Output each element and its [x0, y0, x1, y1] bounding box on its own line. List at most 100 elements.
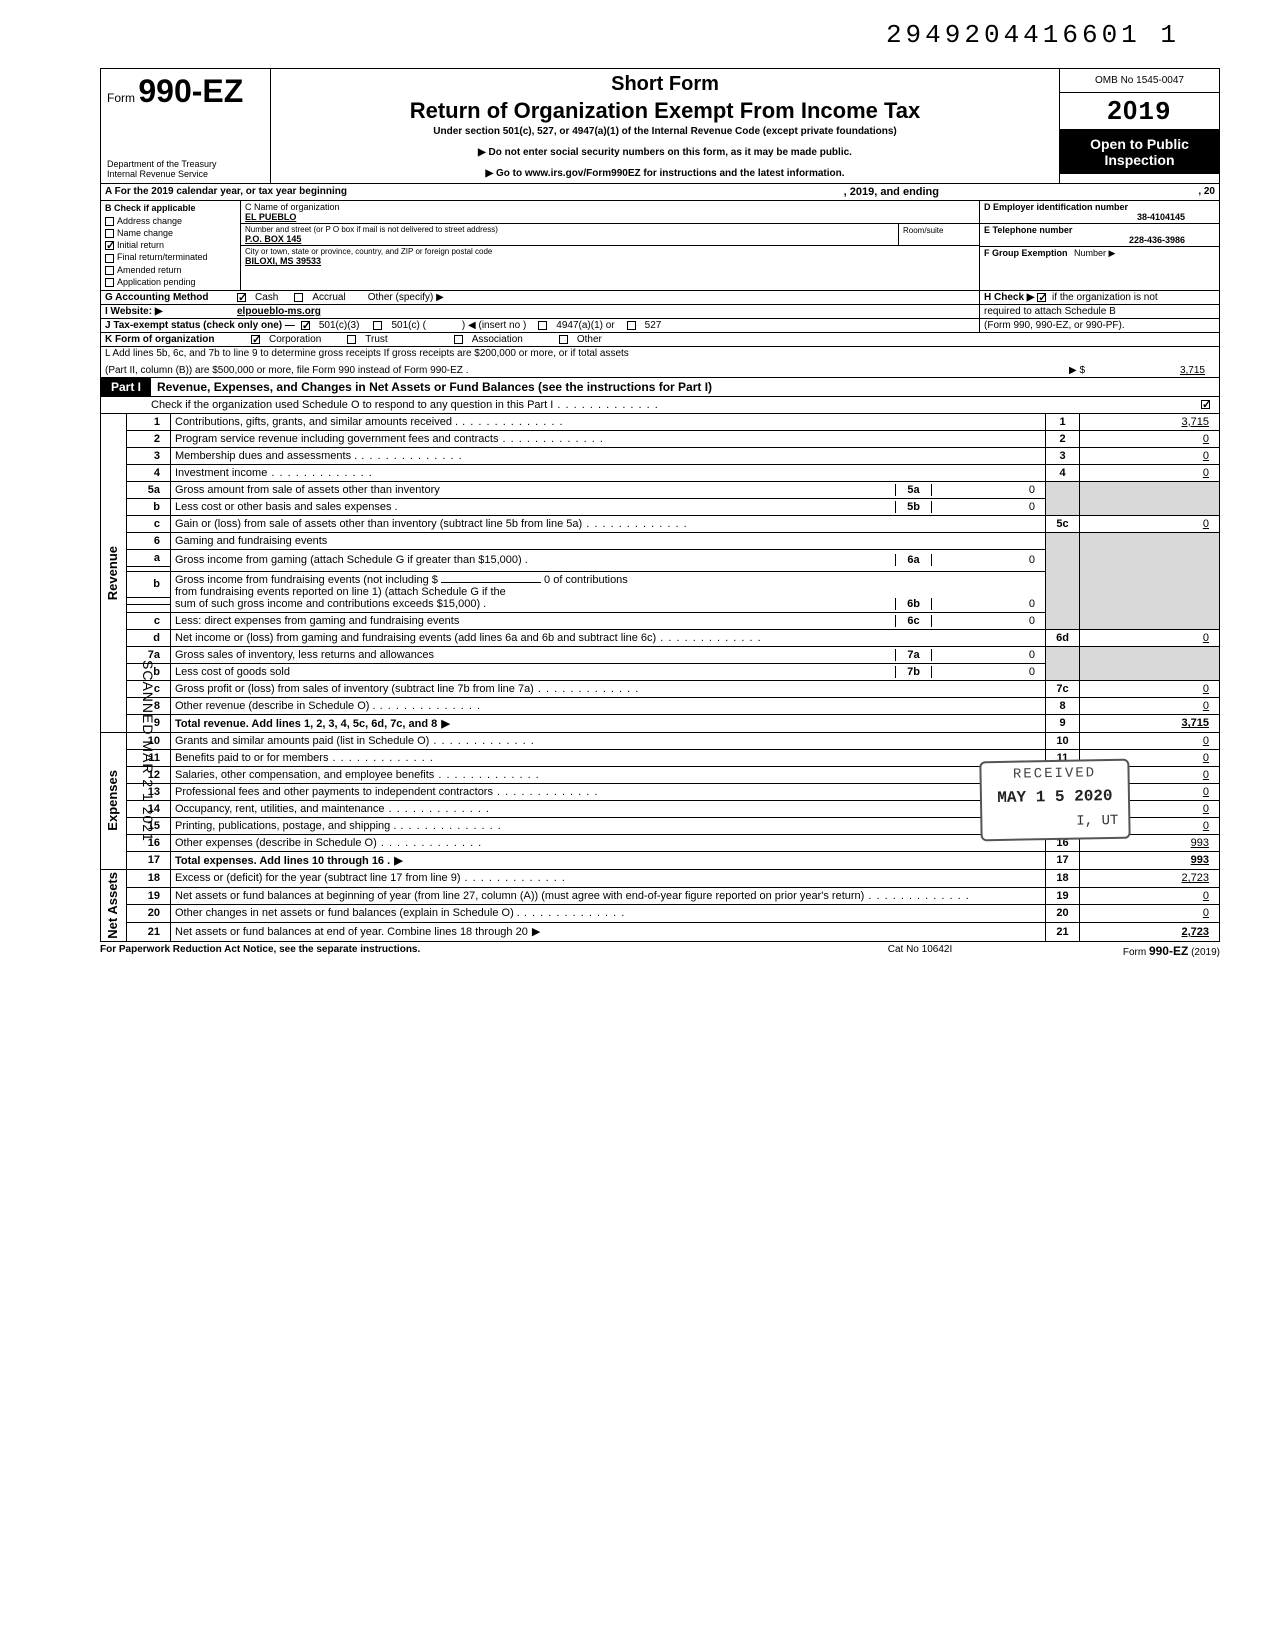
d-label: D Employer identification number — [984, 202, 1215, 212]
instruction-website: ▶ Go to www.irs.gov/Form990EZ for instru… — [281, 168, 1049, 179]
line-5b-text: Less cost or other basis and sales expen… — [175, 501, 895, 513]
telephone-value: 228-436-3986 — [984, 235, 1215, 245]
lbl-501c: 501(c) ( — [391, 320, 425, 331]
lbl-name-change: Name change — [117, 228, 173, 238]
line-3-amt: 0 — [1080, 447, 1220, 464]
line-11-text: Benefits paid to or for members — [175, 752, 434, 764]
section-b-checkboxes: B Check if applicable Address change Nam… — [101, 201, 241, 290]
line-6b-boxval: 0 — [931, 598, 1041, 610]
chk-application-pending[interactable]: Application pending — [105, 276, 236, 288]
line-14-text: Occupancy, rent, utilities, and maintena… — [175, 803, 490, 815]
chk-initial-return[interactable]: Initial return — [105, 239, 236, 251]
line-7b-text: Less cost of goods sold — [175, 666, 895, 678]
city-label: City or town, state or province, country… — [245, 247, 975, 256]
received-stamp: RECEIVED MAY 1 5 2020 I, UT — [979, 759, 1130, 842]
chk-name-change[interactable]: Name change — [105, 227, 236, 239]
chk-h[interactable] — [1037, 293, 1046, 302]
side-netassets: Net Assets — [105, 872, 120, 939]
lbl-corporation: Corporation — [269, 334, 321, 345]
block-bcde: B Check if applicable Address change Nam… — [100, 201, 1220, 291]
line-6b-text2: from fundraising events reported on line… — [175, 586, 1041, 598]
line-6a-text: Gross income from gaming (attach Schedul… — [175, 554, 895, 566]
chk-cash[interactable] — [237, 293, 246, 302]
l-line1: L Add lines 5b, 6c, and 7b to line 9 to … — [105, 348, 1215, 359]
row-k-form-org: K Form of organization Corporation Trust… — [100, 333, 1220, 347]
line-2-amt: 0 — [1080, 430, 1220, 447]
part-i-sub-text: Check if the organization used Schedule … — [151, 399, 659, 411]
i-key: I Website: ▶ — [105, 306, 231, 317]
chk-corporation[interactable] — [251, 335, 260, 344]
line-21-text: Net assets or fund balances at end of ye… — [175, 926, 541, 938]
line-6d-col: 6d — [1046, 629, 1080, 646]
lbl-initial-return: Initial return — [117, 240, 164, 250]
title-return: Return of Organization Exempt From Incom… — [281, 98, 1049, 124]
org-name: EL PUEBLO — [245, 212, 975, 222]
h-text4: (Form 990, 990-EZ, or 990-PF). — [984, 320, 1125, 331]
chk-amended-return[interactable]: Amended return — [105, 264, 236, 276]
line-17-amt: 993 — [1080, 851, 1220, 869]
line-8: 8Other revenue (describe in Schedule O) … — [101, 697, 1220, 714]
line-6-text: Gaming and fundraising events — [175, 535, 327, 547]
row-a-ending: , 20 — [1198, 186, 1215, 197]
stamp-received: RECEIVED — [985, 765, 1123, 783]
line-6b-text3: sum of such gross income and contributio… — [175, 598, 895, 610]
chk-association[interactable] — [454, 335, 463, 344]
line-7a-boxval: 0 — [931, 649, 1041, 661]
stamp-loc: I, UT — [986, 813, 1124, 831]
line-7c-amt: 0 — [1080, 680, 1220, 697]
line-20: 20Other changes in net assets or fund ba… — [101, 905, 1220, 923]
side-revenue: Revenue — [105, 546, 120, 600]
chk-final-return[interactable]: Final return/terminated — [105, 251, 236, 263]
j-key: J Tax-exempt status (check only one) — — [105, 320, 295, 331]
line-5b-box: 5b — [895, 501, 931, 513]
footer-right-year: (2019) — [1188, 947, 1220, 958]
chk-schedule-o[interactable] — [1201, 400, 1210, 409]
lines-table: Revenue 1Contributions, gifts, grants, a… — [100, 414, 1220, 942]
h-text3: required to attach Schedule B — [984, 306, 1116, 317]
chk-other-org[interactable] — [559, 335, 568, 344]
form-990ez: 990-EZ — [138, 73, 243, 109]
line-6a-box: 6a — [895, 554, 931, 566]
lbl-501c3: 501(c)(3) — [319, 320, 360, 331]
line-2-text: Program service revenue including govern… — [175, 433, 604, 445]
line-4-text: Investment income — [175, 467, 373, 479]
footer-right-prefix: Form — [1123, 947, 1149, 958]
footer-center: Cat No 10642I — [820, 944, 1020, 958]
k-key: K Form of organization — [105, 334, 245, 345]
line-6c-boxval: 0 — [931, 615, 1041, 627]
part-i-title: Revenue, Expenses, and Changes in Net As… — [151, 378, 718, 396]
org-city: BILOXI, MS 39533 — [245, 256, 975, 266]
chk-527[interactable] — [627, 321, 636, 330]
line-1-amt: 3,715 — [1080, 414, 1220, 431]
line-7c-text: Gross profit or (loss) from sales of inv… — [175, 683, 639, 695]
line-7b-boxval: 0 — [931, 666, 1041, 678]
row-l-gross-receipts: L Add lines 5b, 6c, and 7b to line 9 to … — [100, 347, 1220, 378]
lbl-insert-no: ) ◀ (insert no ) — [462, 320, 526, 331]
chk-address-change[interactable]: Address change — [105, 215, 236, 227]
line-17-text: Total expenses. Add lines 10 through 16 … — [175, 855, 404, 867]
tax-year: 2019 — [1060, 93, 1219, 130]
f-label: F Group Exemption — [984, 248, 1068, 258]
line-4-amt: 0 — [1080, 464, 1220, 481]
chk-501c[interactable] — [373, 321, 382, 330]
line-6b-box: 6b — [895, 598, 931, 610]
line-5c-col: 5c — [1046, 515, 1080, 532]
lbl-association: Association — [472, 334, 523, 345]
line-9-text: Total revenue. Add lines 1, 2, 3, 4, 5c,… — [175, 718, 451, 730]
line-6d-text: Net income or (loss) from gaming and fun… — [175, 632, 762, 644]
chk-4947[interactable] — [538, 321, 547, 330]
row-a-mid: , 2019, and ending — [804, 184, 979, 200]
row-a-text: A For the 2019 calendar year, or tax yea… — [105, 186, 347, 197]
year-prefix: 20 — [1107, 95, 1138, 125]
line-5a-boxval: 0 — [931, 484, 1041, 496]
chk-accrual[interactable] — [294, 293, 303, 302]
line-16-text: Other expenses (describe in Schedule O) — [175, 837, 482, 849]
line-6b-text1b: 0 of contributions — [544, 574, 628, 586]
line-20-amt: 0 — [1080, 905, 1220, 923]
line-5a-box: 5a — [895, 484, 931, 496]
line-7a-text: Gross sales of inventory, less returns a… — [175, 649, 895, 661]
chk-501c3[interactable] — [301, 321, 310, 330]
dept-treasury: Department of the Treasury Internal Reve… — [107, 159, 264, 179]
line-2: 2Program service revenue including gover… — [101, 430, 1220, 447]
chk-trust[interactable] — [347, 335, 356, 344]
